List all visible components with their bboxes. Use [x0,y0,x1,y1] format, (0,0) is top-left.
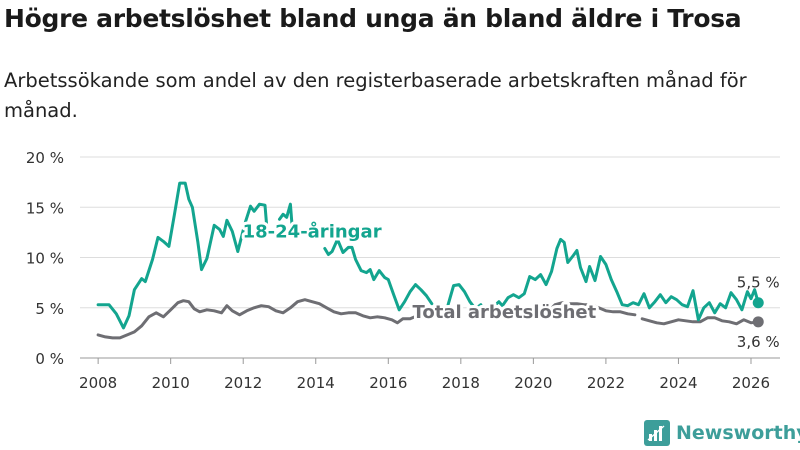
brand-logo: Newsworthy [644,419,800,447]
x-tick-label: 2016 [369,374,407,392]
x-tick-label: 2022 [587,374,625,392]
y-tick-label: 10 % [26,250,64,268]
x-tick-label: 2026 [732,374,770,392]
x-tick-label: 2008 [79,374,117,392]
x-tick-label: 2012 [224,374,262,392]
x-tick-label: 2020 [514,374,552,392]
newsworthy-logo-icon [644,420,670,446]
chart-subtitle: Arbetssökande som andel av den registerb… [4,69,747,122]
y-tick-label: 5 % [35,300,64,318]
brand-name: Newsworthy [676,422,800,444]
x-tick-label: 2014 [297,374,335,392]
x-tick-label: 2024 [659,374,697,392]
y-tick-label: 15 % [26,199,64,217]
total-end-point [752,316,764,328]
youth-series-line [96,181,760,330]
x-tick-label: 2018 [442,374,480,392]
total-annotation-halo: Total arbetslöshet [412,302,596,323]
youth-end-point [752,297,764,309]
chart-title: Högre arbetslöshet bland unga än bland ä… [4,4,742,33]
y-tick-label: 0 % [35,350,64,368]
total-end-value-label: 3,6 % [737,333,780,351]
total-series-line [96,298,760,340]
youth-end-value-label: 5,5 % [737,274,780,292]
total-annotation-label: Total arbetslöshet [412,302,596,323]
youth-annotation-label: 18-24-åringar [243,220,382,242]
youth-annotation-halo: 18-24-åringar [243,220,382,242]
x-tick-label: 2010 [152,374,190,392]
y-tick-label: 20 % [26,149,64,167]
